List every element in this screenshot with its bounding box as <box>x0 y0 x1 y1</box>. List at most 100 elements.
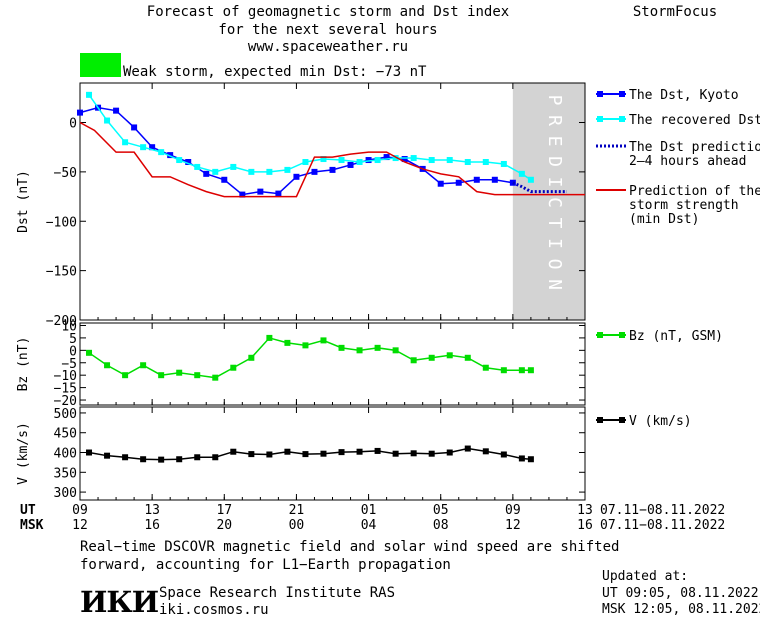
data-point <box>518 455 525 462</box>
data-point <box>230 364 237 371</box>
data-point <box>410 450 417 457</box>
msk-tick-label: 04 <box>361 518 377 533</box>
updated-msk: MSK 12:05, 08.11.2022 <box>602 602 760 617</box>
data-point <box>104 362 111 369</box>
data-point <box>329 166 336 173</box>
prediction-letter: D <box>544 156 565 167</box>
msk-tick-label: 12 <box>505 518 521 533</box>
y-tick-label: −15 <box>54 382 77 397</box>
data-point <box>320 450 327 457</box>
institute-site[interactable]: iki.cosmos.ru <box>159 602 269 618</box>
data-point <box>527 456 534 463</box>
prediction-letter: N <box>544 279 565 290</box>
storm-level-swatch <box>80 53 121 77</box>
data-point <box>122 139 129 146</box>
y-tick-label: −200 <box>46 314 77 329</box>
y-tick-label: 300 <box>54 486 77 501</box>
data-point <box>275 190 282 197</box>
data-point <box>338 449 345 456</box>
data-point <box>347 161 354 168</box>
data-point <box>212 454 219 461</box>
y-tick-label: 0 <box>69 344 77 359</box>
ut-date-range: 07.11−08.11.2022 <box>600 503 725 518</box>
legend-label: Prediction of the <box>629 184 760 199</box>
legend-marker <box>597 332 603 338</box>
y-tick-label: 350 <box>54 466 77 481</box>
data-point <box>464 445 471 452</box>
y-tick-label: −150 <box>46 265 77 280</box>
propagation-note-line2: forward, accounting for L1−Earth propaga… <box>80 557 451 573</box>
prediction-letter: R <box>544 115 565 126</box>
y-tick-label: 400 <box>54 447 77 462</box>
institute-name: Space Research Institute RAS <box>159 585 395 601</box>
data-point <box>185 159 192 165</box>
data-point <box>77 109 83 116</box>
data-point <box>428 157 435 164</box>
data-point <box>131 124 138 131</box>
prediction-letter: T <box>544 218 565 229</box>
updated-ut: UT 09:05, 08.11.2022 <box>602 586 759 601</box>
series-line-0 <box>79 106 513 196</box>
msk-tick-label: 16 <box>577 518 593 533</box>
data-point <box>140 144 147 151</box>
data-point <box>176 456 183 463</box>
data-point <box>518 367 525 374</box>
data-point <box>311 168 318 175</box>
data-point <box>446 449 453 456</box>
ut-tick-label: 09 <box>505 503 521 518</box>
data-point <box>401 156 408 163</box>
prediction-letter: E <box>544 136 565 147</box>
data-point <box>374 447 381 454</box>
y-axis-label: V (km/s) <box>16 422 31 485</box>
data-point <box>212 374 219 381</box>
source-url[interactable]: www.spaceweather.ru <box>248 39 408 55</box>
msk-date-range: 07.11−08.11.2022 <box>600 518 725 533</box>
prediction-letter: I <box>544 177 565 188</box>
data-point <box>446 157 453 164</box>
data-point <box>221 176 228 183</box>
data-point <box>518 170 525 177</box>
data-point <box>437 180 444 187</box>
y-tick-label: −50 <box>54 166 77 181</box>
data-point <box>248 354 255 361</box>
y-tick-label: −5 <box>61 357 77 372</box>
data-point <box>284 448 291 455</box>
data-point <box>266 451 273 458</box>
ut-axis-label: UT <box>20 503 36 518</box>
data-point <box>482 448 489 455</box>
data-point <box>500 451 507 458</box>
data-point <box>482 159 489 165</box>
data-point <box>86 91 93 98</box>
data-point <box>392 155 399 162</box>
data-point <box>527 176 534 183</box>
data-point <box>230 448 237 455</box>
msk-axis-label: MSK <box>20 518 44 533</box>
data-point <box>392 450 399 457</box>
data-point <box>122 372 129 379</box>
data-point <box>293 173 300 180</box>
data-point <box>527 367 534 374</box>
legend-marker <box>597 417 603 423</box>
ut-tick-label: 05 <box>433 503 449 518</box>
data-point <box>140 456 147 463</box>
data-point <box>473 176 480 183</box>
ut-tick-label: 13 <box>577 503 593 518</box>
data-point <box>113 107 120 114</box>
ut-tick-label: 21 <box>289 503 305 518</box>
msk-tick-label: 12 <box>72 518 88 533</box>
data-point <box>176 369 183 376</box>
data-point <box>320 156 327 163</box>
legend-label: (min Dst) <box>629 212 699 227</box>
data-point <box>86 349 93 356</box>
data-point <box>464 159 471 165</box>
data-point <box>122 454 129 461</box>
data-point <box>356 448 363 455</box>
data-point <box>392 347 399 354</box>
legend-label: The recovered Dst <box>629 113 760 128</box>
data-point <box>446 352 453 359</box>
propagation-note-line1: Real−time DSCOVR magnetic field and sola… <box>80 539 619 555</box>
